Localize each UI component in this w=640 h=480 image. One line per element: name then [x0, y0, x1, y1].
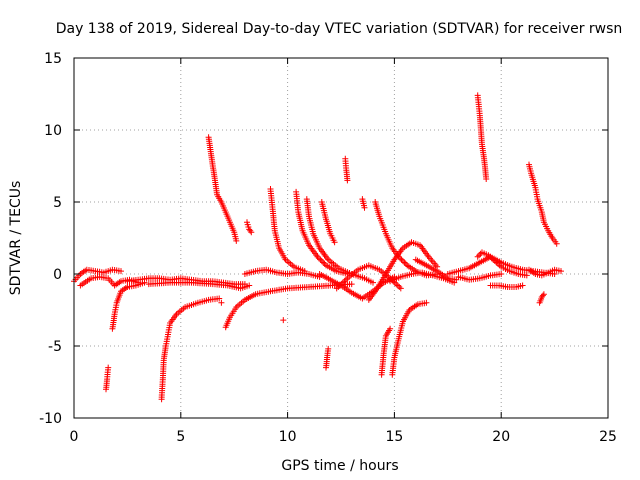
data-point — [397, 285, 404, 292]
series-arc-steep-6.3 — [205, 134, 240, 244]
series-arc-dot-6.9 — [218, 299, 225, 306]
series-arc-drop-11.8 — [323, 345, 332, 371]
data-point — [247, 227, 254, 234]
series-arc-drop-1.5 — [103, 364, 112, 393]
y-tick-label: 10 — [44, 123, 62, 139]
series-arc-10.4 — [293, 188, 351, 277]
series-arc-rise-7.1 — [222, 281, 355, 331]
data-point — [331, 239, 338, 246]
x-tick-label: 0 — [70, 429, 79, 445]
series-arc-19.1 — [474, 249, 530, 279]
data-point — [105, 364, 112, 371]
series-arc-low-1 — [77, 273, 142, 289]
data-point — [398, 256, 405, 263]
data-point — [553, 240, 560, 247]
series-arc-dot-9.8 — [280, 317, 287, 324]
series-arc-10.9 — [303, 196, 376, 286]
data-point — [233, 237, 240, 244]
data-point — [523, 272, 530, 279]
y-axis-label: SDTVAR / TECUs — [8, 181, 24, 296]
data-point — [474, 253, 481, 260]
data-point — [401, 259, 408, 266]
y-tick-label: -10 — [39, 411, 62, 427]
series-arc-rise-4.1 — [158, 295, 223, 403]
series-arc-mid-low-4-8 — [145, 279, 253, 292]
data-point — [399, 258, 406, 264]
series-arc-19-steep — [474, 92, 490, 182]
data-point — [539, 292, 546, 299]
y-tick-label: -5 — [48, 339, 62, 355]
data-point — [540, 291, 547, 298]
x-tick-label: 10 — [279, 429, 297, 445]
data-point — [248, 229, 255, 236]
x-tick-label: 20 — [492, 429, 510, 445]
series-arc-13.8-up — [365, 239, 441, 303]
x-tick-labels: 0 5 10 15 20 25 — [70, 429, 617, 445]
data-series — [71, 92, 564, 403]
chart-title: Day 138 of 2019, Sidereal Day-to-day VTE… — [56, 21, 623, 37]
series-arc-9.2 — [267, 186, 308, 275]
data-point — [387, 325, 394, 332]
data-point — [216, 295, 223, 302]
x-tick-label: 5 — [176, 429, 185, 445]
data-point — [423, 299, 430, 306]
data-point — [498, 271, 505, 277]
data-point — [118, 268, 124, 275]
data-point — [317, 256, 324, 263]
series-arc-13.5 — [359, 196, 368, 211]
series-arc-short-8.1 — [244, 219, 255, 236]
data-point — [483, 176, 490, 182]
data-point — [348, 281, 355, 288]
series-arc-14.4 — [378, 325, 394, 378]
series-arc-12.7 — [342, 155, 351, 184]
data-point — [318, 258, 325, 264]
series-arc-15.5 — [387, 269, 458, 286]
y-tick-label: 15 — [44, 51, 62, 67]
series-arc-21.6 — [526, 266, 564, 279]
data-point — [361, 204, 368, 211]
x-axis-label: GPS time / hours — [281, 458, 398, 474]
x-tick-label: 25 — [599, 429, 617, 445]
data-point — [558, 268, 564, 275]
series-arc-16.5 — [412, 256, 460, 283]
plot-frame — [73, 57, 609, 419]
data-point — [394, 282, 401, 289]
series-arc-21.3 — [526, 161, 560, 247]
series-arc-14.9 — [389, 299, 430, 378]
data-point — [325, 345, 332, 352]
data-point — [280, 317, 287, 324]
data-point — [320, 259, 327, 266]
y-tick-label: 0 — [53, 267, 62, 283]
series-arc-21.9 — [536, 291, 547, 306]
series-arc-20.1 — [487, 282, 526, 290]
x-tick-label: 15 — [385, 429, 403, 445]
data-point — [396, 284, 403, 290]
y-tick-label: 5 — [53, 195, 62, 211]
series-arc-11.6 — [318, 199, 338, 246]
series-arc-baseline-mid — [241, 266, 323, 280]
data-point — [344, 177, 351, 184]
data-point — [301, 268, 308, 275]
data-point — [342, 276, 349, 283]
data-point — [370, 279, 376, 286]
series-arc-rise-1.8 — [109, 279, 148, 332]
data-point — [218, 299, 225, 306]
axis-ticks — [73, 57, 609, 419]
data-point — [519, 282, 526, 289]
series-arc-18-low — [455, 271, 505, 283]
data-point — [246, 282, 253, 289]
y-tick-labels: -10 -5 0 5 10 15 — [39, 51, 62, 427]
grid-lines — [74, 58, 608, 418]
